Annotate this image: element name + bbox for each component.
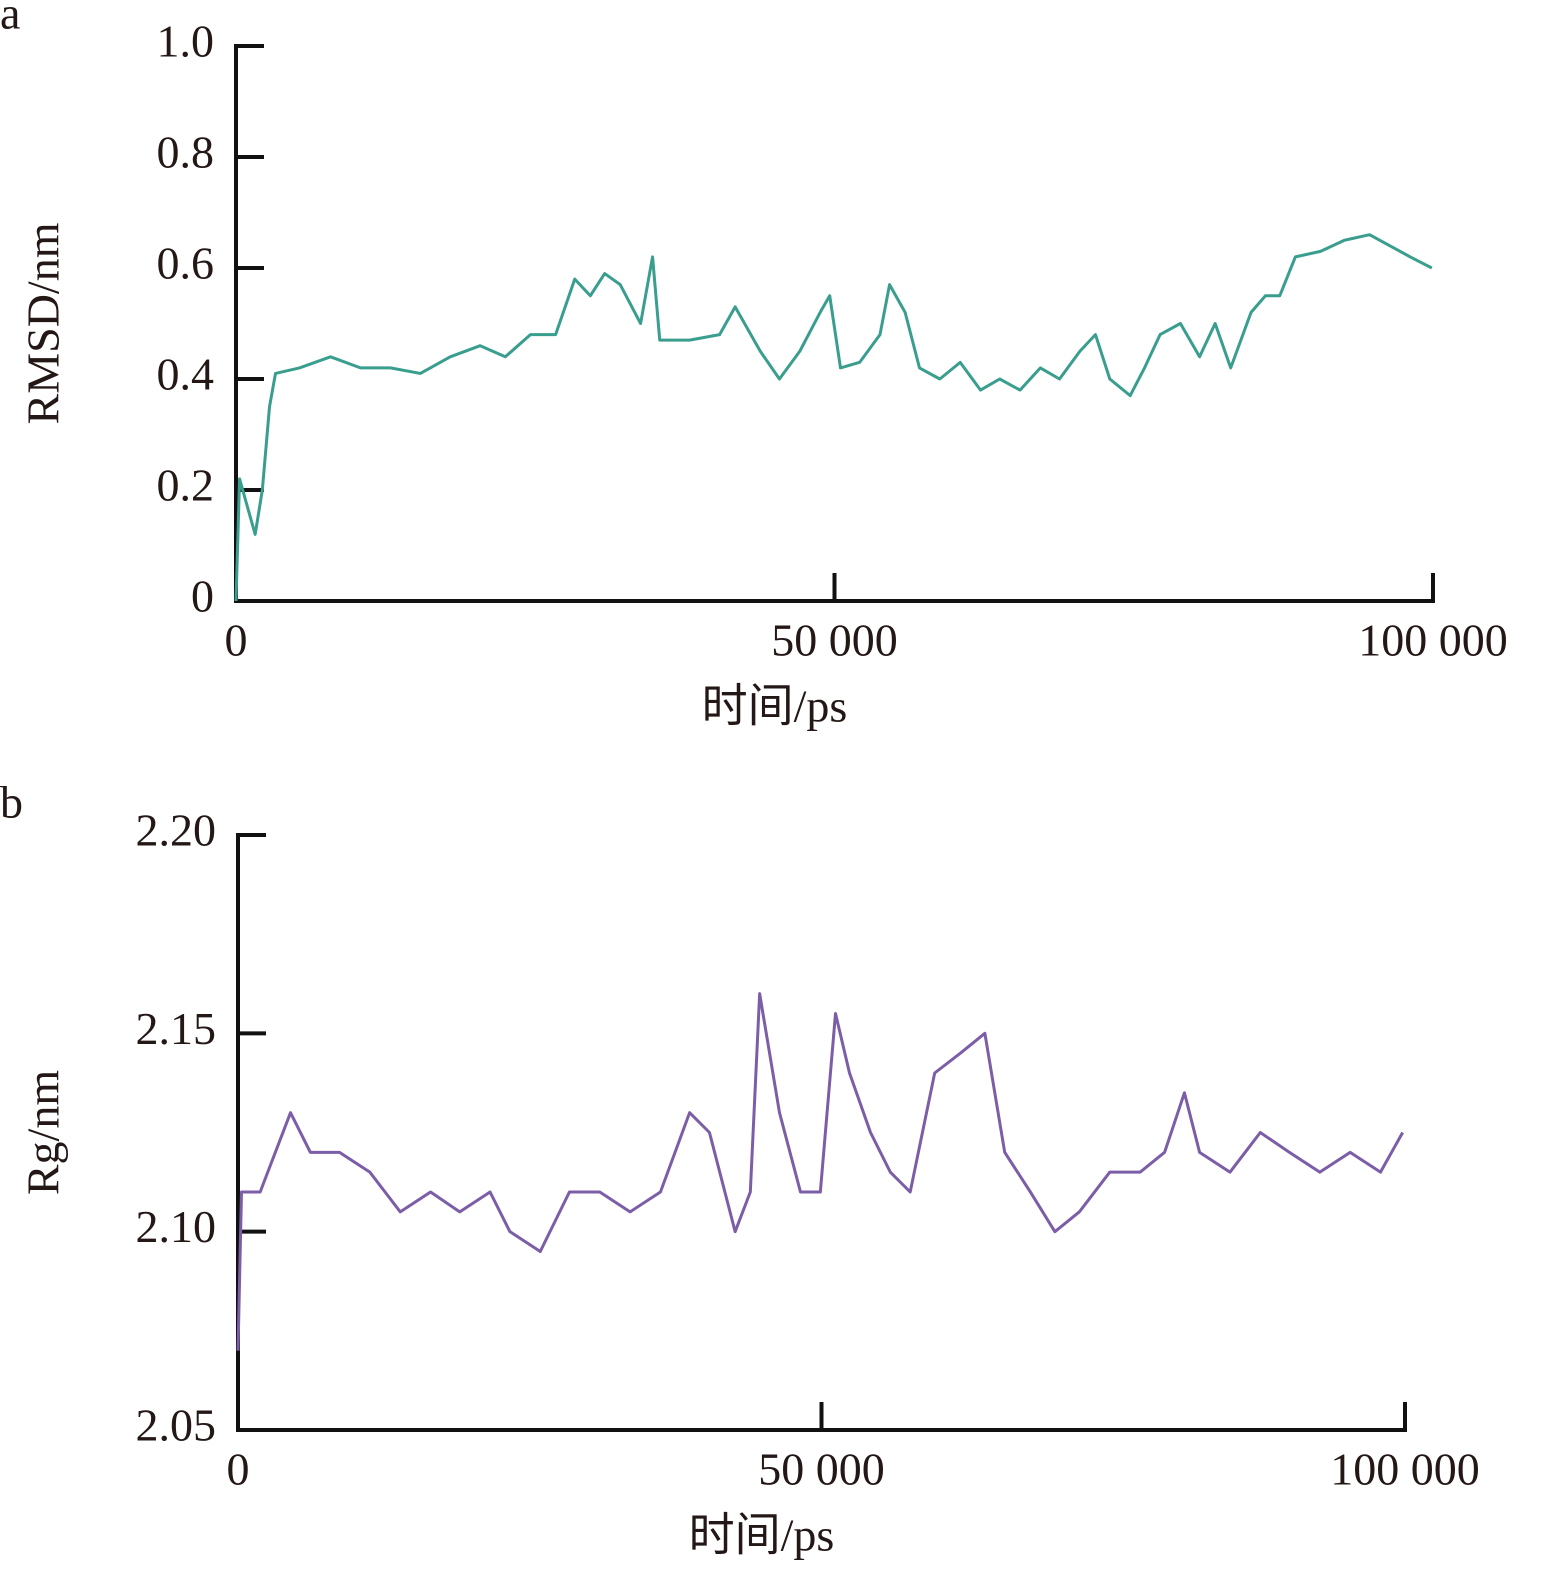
x-tick-label: 100 000 [1330,1444,1480,1495]
y-axis-label: RMSD/nm [18,222,69,424]
y-tick-label: 0.2 [157,460,215,511]
y-tick-label: 0 [191,571,214,622]
data-line [236,992,1404,1351]
x-axis-label: 时间/ps [689,1510,835,1561]
y-tick-label: 2.15 [136,1003,217,1054]
y-tick-label: 0.4 [157,349,215,400]
x-axis-label: 时间/ps [702,681,848,732]
x-tick-label: 0 [227,1444,250,1495]
x-tick-label: 50 000 [758,1444,885,1495]
x-tick-label: 0 [225,615,248,666]
y-tick-label: 0.8 [157,127,215,178]
x-tick-label: 50 000 [771,615,898,666]
y-tick-label: 2.10 [136,1201,217,1252]
y-axis-label: Rg/nm [18,1070,69,1195]
y-tick-label: 1.0 [157,16,215,67]
y-tick-label: 2.20 [136,805,217,856]
panel-label: a [0,0,20,39]
x-tick-label: 100 000 [1358,615,1508,666]
data-line [234,233,1433,602]
panel-label: b [0,777,23,828]
y-tick-label: 2.05 [136,1400,217,1451]
y-tick-label: 0.6 [157,238,215,289]
